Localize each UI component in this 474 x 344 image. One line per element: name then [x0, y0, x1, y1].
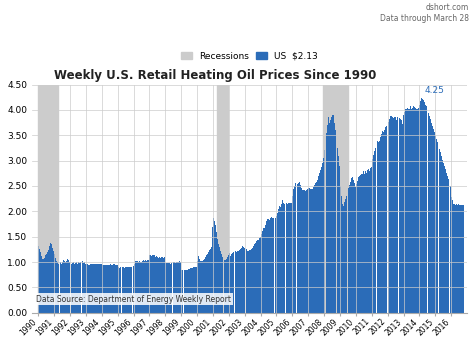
Bar [217, 85, 228, 313]
Text: dshort.com
Data through March 28: dshort.com Data through March 28 [380, 3, 469, 23]
Text: 4.25: 4.25 [424, 86, 444, 95]
Bar [323, 85, 348, 313]
Text: Weekly U.S. Retail Heating Oil Prices Since 1990: Weekly U.S. Retail Heating Oil Prices Si… [54, 69, 376, 82]
Bar [38, 85, 58, 313]
Text: Data Source: Department of Energy Weekly Report: Data Source: Department of Energy Weekly… [36, 295, 231, 304]
Legend: Recessions, US  $2.13: Recessions, US $2.13 [177, 48, 321, 64]
